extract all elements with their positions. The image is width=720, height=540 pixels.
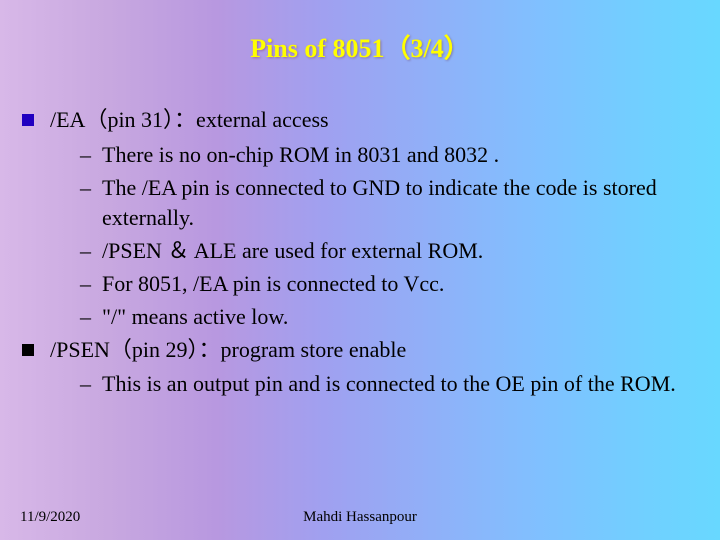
sub-item: –The /EA pin is connected to GND to indi… [80, 173, 698, 235]
sub-item: –For 8051, /EA pin is connected to Vcc. [80, 269, 698, 300]
dash-icon: – [80, 369, 94, 400]
bullet-item: /PSEN（pin 29）：program store enable [22, 335, 698, 366]
sub-list: –There is no on-chip ROM in 8031 and 803… [22, 140, 698, 333]
slide-title: Pins of 8051（3/4） [0, 0, 720, 65]
sub-list: –This is an output pin and is connected … [22, 369, 698, 400]
sub-text: /PSEN ＆ ALE are used for external ROM. [102, 236, 483, 267]
sub-text: The /EA pin is connected to GND to indic… [102, 173, 698, 235]
sub-text: There is no on-chip ROM in 8031 and 8032… [102, 140, 499, 171]
sub-item: –There is no on-chip ROM in 8031 and 803… [80, 140, 698, 171]
sub-text: For 8051, /EA pin is connected to Vcc. [102, 269, 444, 300]
dash-icon: – [80, 236, 94, 267]
sub-text: This is an output pin and is connected t… [102, 369, 676, 400]
sub-item: –This is an output pin and is connected … [80, 369, 698, 400]
bullet-label: /PSEN（pin 29）：program store enable [50, 335, 406, 366]
bullet-item: /EA（pin 31）：external access [22, 105, 698, 136]
dash-icon: – [80, 173, 94, 204]
dash-icon: – [80, 269, 94, 300]
sub-item: –/PSEN ＆ ALE are used for external ROM. [80, 236, 698, 267]
square-bullet-icon [22, 344, 34, 356]
sub-text: "/" means active low. [102, 302, 288, 333]
slide-content: /EA（pin 31）：external access –There is no… [0, 65, 720, 400]
sub-item: –"/" means active low. [80, 302, 698, 333]
bullet-label: /EA（pin 31）：external access [50, 105, 329, 136]
dash-icon: – [80, 140, 94, 171]
footer-author: Mahdi Hassanpour [0, 509, 720, 526]
dash-icon: – [80, 302, 94, 333]
square-bullet-icon [22, 114, 34, 126]
